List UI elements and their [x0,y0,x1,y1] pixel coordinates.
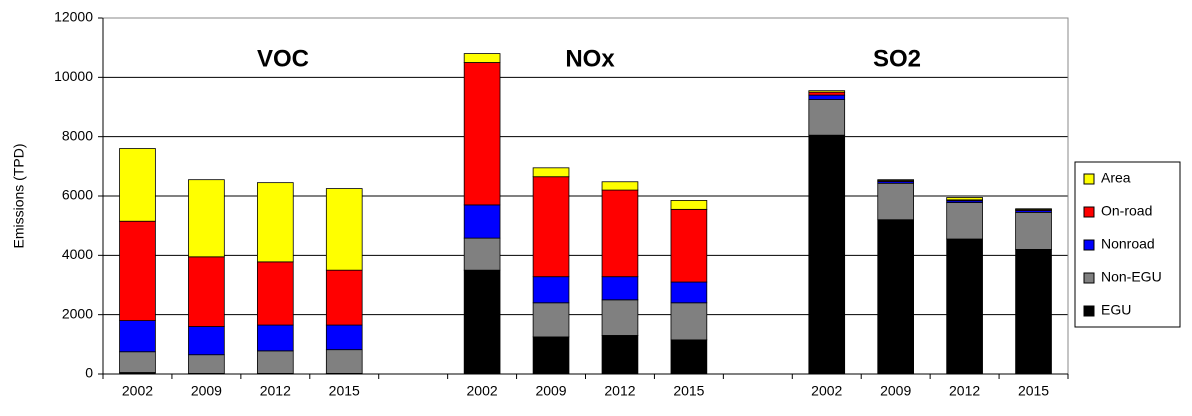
bar-segment [119,320,156,353]
bar-segment [1015,208,1052,211]
x-tick-label: 2009 [191,383,222,399]
x-tick-label: 2012 [260,383,291,399]
x-tick-label: 2009 [880,383,911,399]
bar-segment [601,335,639,375]
group-label: VOC [257,45,309,72]
legend-label: EGU [1101,302,1131,318]
bar-segment [532,167,570,178]
bar-segment [808,99,846,136]
y-tick-label: 10000 [54,68,93,84]
bar-segment [463,53,501,63]
y-tick-label: 0 [85,365,93,381]
bar-segment [946,202,983,240]
group-label: NOx [565,45,615,72]
bar-segment [256,324,294,352]
y-tick-label: 4000 [62,246,93,262]
bar-segment [877,219,914,375]
y-axis-title: Emissions (TPD) [11,143,27,248]
legend-label: Area [1101,170,1131,186]
x-tick-label: 2002 [467,383,498,399]
bar-segment [119,220,156,321]
bar-segment [188,256,225,327]
legend-swatch [1083,305,1095,317]
bar-segment [188,354,225,374]
group-label: SO2 [873,45,921,72]
bar-segment [1015,248,1052,375]
bar-segment [808,90,846,93]
bar-segment [601,189,639,278]
x-tick-label: 2015 [673,383,704,399]
bar-segment [808,134,846,375]
bar-segment [463,62,501,206]
y-tick-label: 8000 [62,127,93,143]
bar-segment [670,302,708,341]
bar-segment [601,299,639,336]
bar-segment [670,339,708,375]
bar-segment [119,351,156,373]
legend-swatch [1083,272,1095,284]
bar-segment [463,237,501,271]
legend-swatch [1083,206,1095,218]
bar-segment [532,336,570,375]
x-tick-label: 2009 [535,383,566,399]
legend-label: Nonroad [1101,236,1155,252]
bar-segment [325,349,363,374]
bar-segment [946,197,983,201]
y-tick-label: 6000 [62,187,93,203]
bar-segment [325,188,363,271]
legend-label: On-road [1101,203,1152,219]
bar-segment [463,204,501,239]
bar-segment [877,179,914,181]
bar-segment [256,350,294,374]
bar-segment [601,276,639,301]
bar-segment [119,148,156,222]
bar-segment [532,176,570,278]
bar-segment [532,276,570,304]
x-tick-label: 2015 [1018,383,1049,399]
y-tick-label: 12000 [54,9,93,25]
bar-segment [256,261,294,326]
bar-segment [808,94,846,100]
legend-swatch [1083,173,1095,185]
bar-segment [877,182,914,221]
y-tick-label: 2000 [62,305,93,321]
bar-segment [325,269,363,326]
bar-segment [808,91,846,96]
bar-segment [188,326,225,356]
bar-segment [670,200,708,210]
bar-segment [1015,211,1052,250]
x-tick-label: 2002 [811,383,842,399]
legend-label: Non-EGU [1101,269,1162,285]
bar-segment [256,182,294,263]
bar-segment [463,269,501,375]
x-tick-label: 2012 [604,383,635,399]
x-tick-label: 2012 [949,383,980,399]
bar-segment [670,281,708,304]
x-tick-label: 2002 [122,383,153,399]
x-tick-label: 2015 [329,383,360,399]
bar-segment [188,179,225,258]
bar-segment [670,208,708,283]
legend-swatch [1083,239,1095,251]
bar-segment [601,181,639,191]
bar-segment [532,302,570,338]
bar-segment [325,324,363,351]
bar-segment [946,238,983,375]
